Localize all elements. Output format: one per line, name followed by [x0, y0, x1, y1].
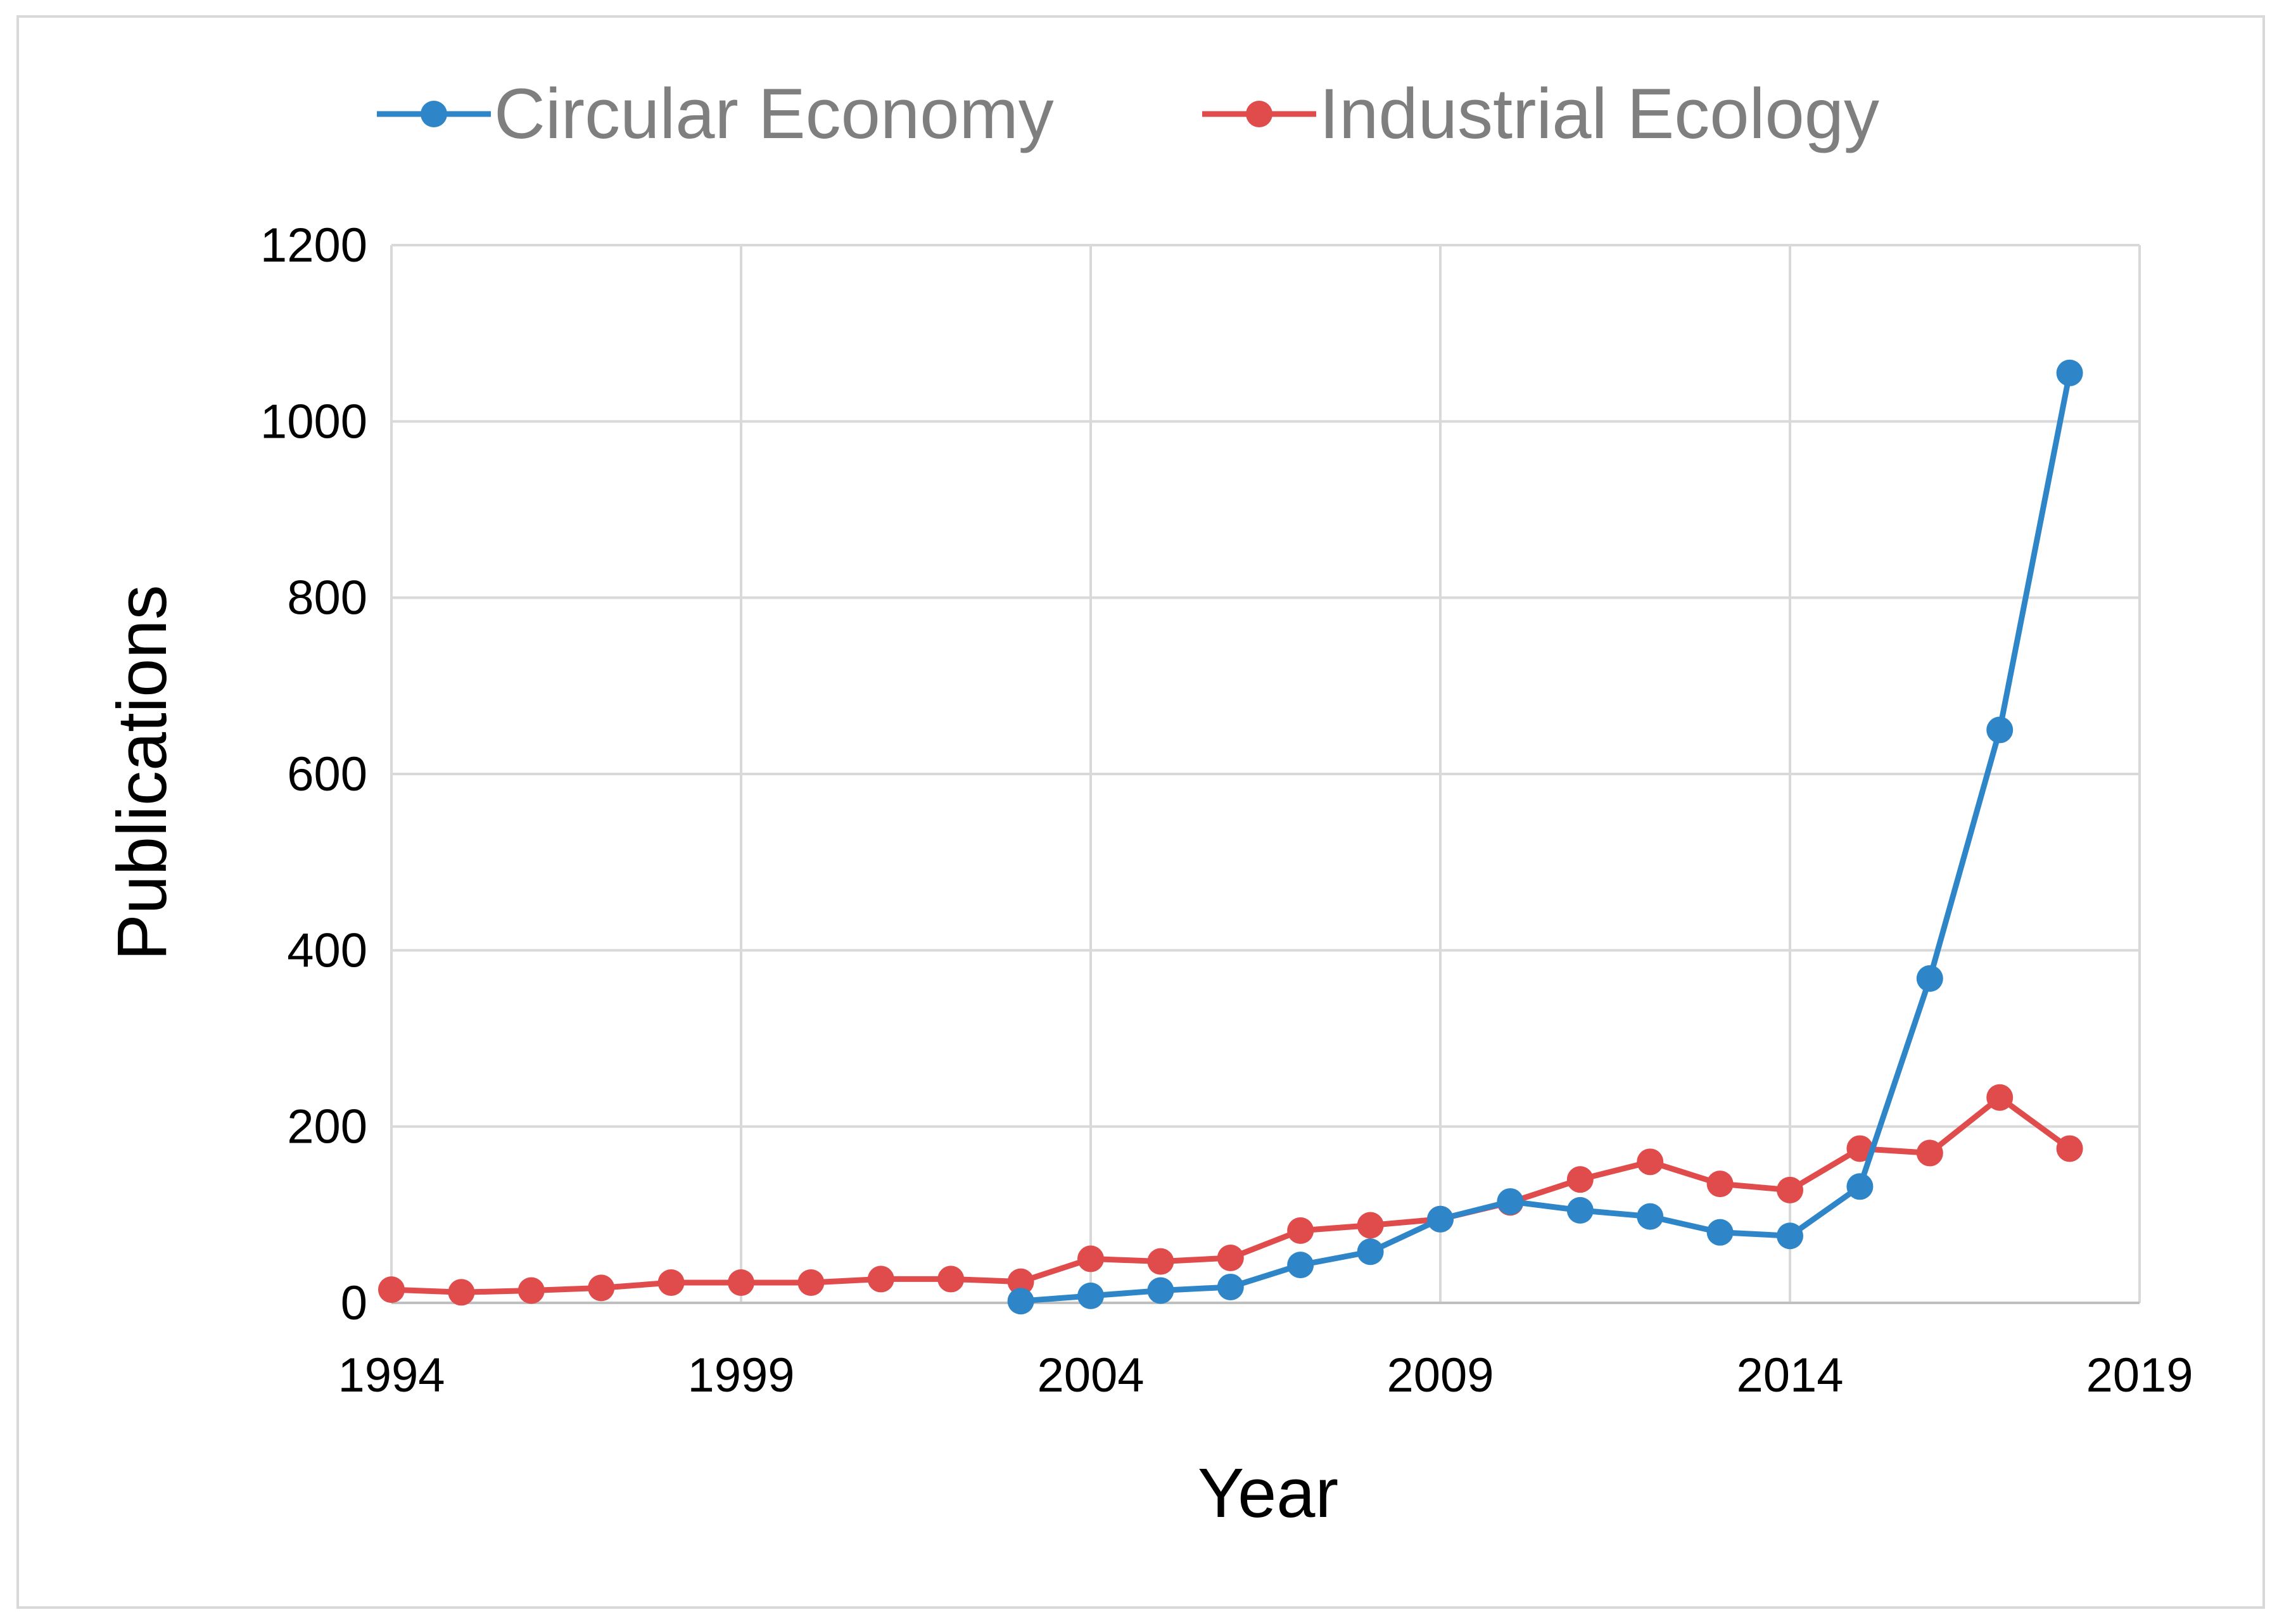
- data-point-industrial-ecology: [517, 1277, 545, 1304]
- data-point-industrial-ecology: [378, 1276, 405, 1304]
- data-point-industrial-ecology: [1986, 1084, 2014, 1111]
- series-industrial-ecology: [378, 1084, 2083, 1306]
- data-point-circular-economy: [1077, 1282, 1104, 1309]
- series-circular-economy: [1007, 359, 2083, 1315]
- data-point-industrial-ecology: [867, 1266, 894, 1293]
- data-point-circular-economy: [1357, 1238, 1384, 1266]
- y-tick-label: 1000: [260, 395, 367, 448]
- legend-label: Industrial Ecology: [1319, 74, 1879, 153]
- data-point-industrial-ecology: [1846, 1135, 1874, 1162]
- y-tick-label: 400: [287, 923, 367, 977]
- data-point-circular-economy: [1287, 1252, 1314, 1279]
- data-point-circular-economy: [1147, 1277, 1174, 1304]
- data-point-industrial-ecology: [1916, 1139, 1943, 1167]
- x-axis-title: Year: [1198, 1454, 1338, 1532]
- data-point-industrial-ecology: [1566, 1166, 1594, 1193]
- data-point-industrial-ecology: [1077, 1245, 1104, 1272]
- x-axis-ticks: 1994 1999 2004 2009 2014 2019: [338, 1348, 2193, 1402]
- data-point-circular-economy: [1986, 716, 2014, 744]
- data-point-circular-economy: [1566, 1196, 1594, 1224]
- y-tick-label: 600: [287, 747, 367, 801]
- legend-label: Circular Economy: [494, 74, 1054, 153]
- data-point-industrial-ecology: [588, 1274, 615, 1302]
- gridlines: [390, 244, 2141, 1304]
- legend-marker: [421, 101, 447, 127]
- data-point-industrial-ecology: [657, 1269, 685, 1296]
- x-tick-label: 2019: [2086, 1348, 2193, 1402]
- legend-item-circular-economy[interactable]: Circular Economy: [377, 74, 1054, 153]
- series-layer: [378, 359, 2083, 1315]
- data-point-circular-economy: [1497, 1188, 1524, 1215]
- data-point-industrial-ecology: [797, 1269, 825, 1296]
- x-tick-label: 2009: [1386, 1348, 1494, 1402]
- data-point-industrial-ecology: [1287, 1217, 1314, 1244]
- y-tick-label: 800: [287, 571, 367, 625]
- data-point-circular-economy: [1777, 1222, 1803, 1250]
- chart-frame: [16, 15, 2265, 1609]
- data-point-industrial-ecology: [1706, 1170, 1734, 1198]
- data-point-circular-economy: [1007, 1288, 1034, 1315]
- data-point-industrial-ecology: [1217, 1245, 1244, 1272]
- y-axis-title: Publications: [103, 585, 181, 960]
- y-tick-label: 1200: [260, 219, 367, 272]
- data-point-industrial-ecology: [937, 1266, 965, 1293]
- series-line-circular-economy: [1020, 372, 2073, 1304]
- legend-marker: [1246, 101, 1272, 127]
- legend: Circular Economy Industrial Ecology: [377, 74, 1879, 153]
- data-point-industrial-ecology: [2056, 1135, 2083, 1162]
- x-tick-label: 1999: [687, 1348, 794, 1402]
- data-point-industrial-ecology: [448, 1279, 475, 1306]
- data-point-circular-economy: [1846, 1173, 1874, 1200]
- data-point-industrial-ecology: [728, 1269, 754, 1296]
- data-point-industrial-ecology: [1637, 1148, 1664, 1176]
- data-point-industrial-ecology: [1777, 1176, 1803, 1203]
- y-axis-ticks: 0 200 400 600 800 1000 1200: [260, 219, 367, 1330]
- legend-item-industrial-ecology[interactable]: Industrial Ecology: [1202, 74, 1879, 153]
- data-point-circular-economy: [2056, 359, 2083, 386]
- y-tick-label: 0: [341, 1276, 367, 1330]
- data-point-circular-economy: [1916, 965, 1943, 992]
- y-tick-label: 200: [287, 1100, 367, 1154]
- x-tick-label: 2004: [1037, 1348, 1144, 1402]
- data-point-circular-economy: [1427, 1205, 1454, 1233]
- data-point-circular-economy: [1217, 1273, 1244, 1300]
- data-point-circular-economy: [1637, 1203, 1664, 1230]
- data-point-industrial-ecology: [1147, 1248, 1174, 1275]
- data-point-industrial-ecology: [1357, 1212, 1384, 1239]
- data-point-circular-economy: [1706, 1219, 1734, 1246]
- data-point-industrial-ecology: [1007, 1268, 1034, 1295]
- x-tick-label: 1994: [338, 1348, 445, 1402]
- x-tick-label: 2014: [1736, 1348, 1843, 1402]
